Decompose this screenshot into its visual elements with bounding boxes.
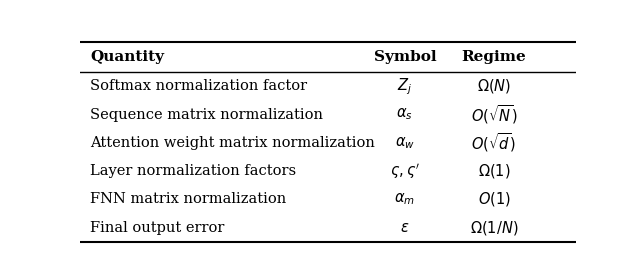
Text: $\alpha_m$: $\alpha_m$	[394, 192, 415, 207]
Text: $\alpha_w$: $\alpha_w$	[395, 135, 415, 151]
Text: $\Omega(N)$: $\Omega(N)$	[477, 77, 511, 95]
Text: $\epsilon$: $\epsilon$	[400, 221, 410, 235]
Text: Attention weight matrix normalization: Attention weight matrix normalization	[90, 136, 375, 150]
Text: $\Omega(1/N)$: $\Omega(1/N)$	[470, 219, 518, 237]
Text: $\varsigma, \varsigma'$: $\varsigma, \varsigma'$	[390, 161, 420, 181]
Text: Sequence matrix normalization: Sequence matrix normalization	[90, 108, 323, 122]
Text: Regime: Regime	[462, 50, 527, 64]
Text: Quantity: Quantity	[90, 50, 164, 64]
Text: $\alpha_s$: $\alpha_s$	[397, 107, 413, 122]
Text: $Z_j$: $Z_j$	[397, 76, 412, 97]
Text: Symbol: Symbol	[374, 50, 436, 64]
Text: $\Omega(1)$: $\Omega(1)$	[478, 162, 511, 180]
Text: $O(\sqrt{N})$: $O(\sqrt{N})$	[470, 103, 518, 126]
Text: Final output error: Final output error	[90, 221, 224, 235]
Text: Softmax normalization factor: Softmax normalization factor	[90, 79, 307, 93]
Text: FNN matrix normalization: FNN matrix normalization	[90, 193, 286, 206]
Text: Layer normalization factors: Layer normalization factors	[90, 164, 296, 178]
Text: $O(\sqrt{d})$: $O(\sqrt{d})$	[472, 131, 517, 154]
Text: $O(1)$: $O(1)$	[477, 191, 511, 208]
